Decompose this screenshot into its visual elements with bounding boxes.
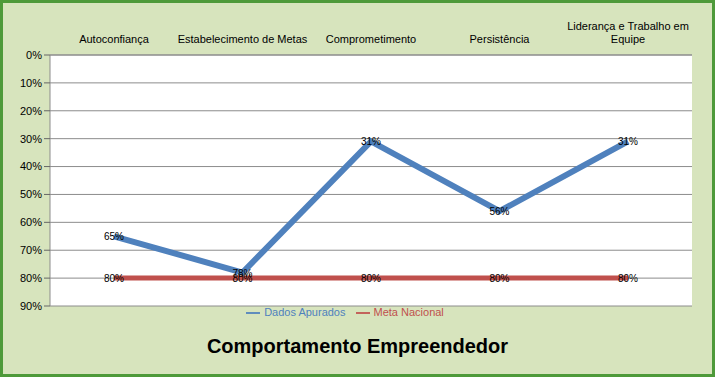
svg-text:30%: 30% — [20, 133, 42, 145]
svg-text:50%: 50% — [20, 188, 42, 200]
svg-text:80%: 80% — [232, 273, 252, 284]
svg-text:Liderança e Trabalho em: Liderança e Trabalho em — [567, 20, 689, 32]
svg-text:80%: 80% — [489, 273, 509, 284]
html-text:Meta Nacional: Meta Nacional — [373, 306, 444, 318]
svg-text:Autoconfiança: Autoconfiança — [79, 33, 150, 45]
svg-text:80%: 80% — [104, 273, 124, 284]
svg-text:90%: 90% — [20, 300, 42, 312]
svg-text:Comprometimento: Comprometimento — [326, 33, 416, 45]
svg-text:31%: 31% — [361, 136, 381, 147]
svg-text:70%: 70% — [20, 244, 42, 256]
html-text:Comportamento Empreendedor: Comportamento Empreendedor — [206, 335, 509, 357]
svg-text:80%: 80% — [20, 272, 42, 284]
svg-text:56%: 56% — [489, 206, 509, 217]
svg-text:80%: 80% — [618, 273, 638, 284]
svg-text:Equipe: Equipe — [611, 33, 645, 45]
svg-text:Estabelecimento de Metas: Estabelecimento de Metas — [178, 33, 308, 45]
svg-text:10%: 10% — [20, 77, 42, 89]
svg-text:0%: 0% — [26, 49, 42, 61]
svg-text:Persistência: Persistência — [470, 33, 531, 45]
svg-text:65%: 65% — [104, 231, 124, 242]
svg-text:80%: 80% — [361, 273, 381, 284]
svg-text:20%: 20% — [20, 105, 42, 117]
svg-text:40%: 40% — [20, 160, 42, 172]
html-text:Dados Apurados: Dados Apurados — [264, 306, 346, 318]
svg-text:31%: 31% — [618, 136, 638, 147]
svg-text:60%: 60% — [20, 216, 42, 228]
